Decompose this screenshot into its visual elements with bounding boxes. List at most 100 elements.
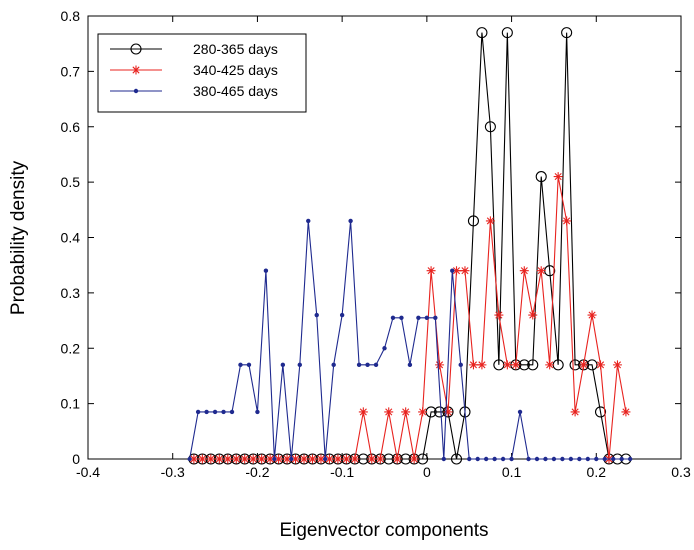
data-point [408,453,420,465]
data-point [418,407,428,417]
data-point [384,407,394,417]
data-point [502,360,512,370]
x-tick-label: 0 [423,464,431,480]
data-point [585,456,591,462]
data-point [435,360,445,370]
data-point [611,456,616,462]
data-point [526,456,531,462]
data-point [460,266,470,276]
x-tick-label: 0.3 [671,464,691,480]
data-point [570,407,580,417]
data-point [289,456,294,462]
data-point [214,454,224,464]
legend: 280-365 days 340-425 days 380-465 days [97,33,307,113]
y-tick-label: 0.4 [61,230,81,246]
legend-item: 380-465 days [110,83,278,99]
data-point [517,409,523,415]
data-point [509,456,514,462]
y-tick-label: 0.2 [61,340,81,356]
data-point [602,456,607,462]
data-point [452,266,462,276]
data-point [341,454,351,464]
data-point [578,359,590,371]
data-point [350,454,360,464]
data-point [621,407,631,417]
data-point [492,456,497,462]
data-point [221,409,226,415]
data-point [206,454,216,464]
data-point [265,454,275,464]
data-point [291,454,301,464]
data-point [297,362,302,368]
data-point [443,407,453,417]
data-point [306,218,311,224]
x-tick-label: -0.1 [330,464,354,480]
data-point [500,456,506,462]
data-point [416,315,421,320]
data-point [263,268,269,273]
data-point [238,362,243,368]
data-point [612,360,622,370]
data-point [189,454,199,464]
data-point [358,407,368,417]
data-point [426,266,436,276]
data-point [391,453,403,465]
data-point [545,360,555,370]
data-point [467,215,480,227]
x-tick-label: -0.3 [161,464,185,480]
y-tick-label: 0 [72,451,80,467]
data-point [424,315,430,320]
data-point [561,27,573,39]
data-point [255,409,260,415]
data-point [527,359,539,371]
data-point [365,362,370,368]
x-tick-label: -0.4 [76,464,100,480]
data-point [401,407,411,417]
data-point [511,360,521,370]
data-point [229,409,235,415]
y-tick-label: 0.5 [61,174,81,190]
data-point [587,310,597,320]
data-point [467,456,472,462]
data-point [536,266,546,276]
data-point [475,456,480,462]
data-point [197,454,207,464]
data-point [562,216,572,226]
data-point [627,456,633,462]
y-tick-label: 0.7 [61,63,81,79]
x-tick-label: 0.2 [587,464,607,480]
x-tick-label: -0.2 [245,464,269,480]
data-point [594,406,607,418]
data-point [433,315,438,320]
data-point [534,456,540,462]
data-point [409,454,419,464]
data-point [528,310,538,320]
data-point [476,27,488,39]
data-point [560,456,565,462]
data-point [553,172,563,182]
data-point [477,360,487,370]
data-point [519,266,529,276]
data-point [392,454,402,464]
data-point [373,362,379,368]
data-point [187,456,192,462]
data-point [450,268,455,273]
data-point [367,454,377,464]
data-point [231,454,241,464]
data-point [246,362,252,368]
data-point [494,310,504,320]
legend-item: 340-425 days [110,62,278,78]
legend-marker [133,88,139,94]
x-tick-label: 0.1 [502,464,522,480]
data-point [485,216,495,226]
data-point [382,346,387,351]
legend-item: 280-365 days [110,41,278,57]
data-point [223,454,233,464]
data-point [324,454,334,464]
data-point [257,454,267,464]
x-axis-label: Eigenvector components [279,520,488,541]
data-point [240,454,250,464]
legend-label: 280-365 days [193,41,278,57]
data-point [577,456,582,462]
